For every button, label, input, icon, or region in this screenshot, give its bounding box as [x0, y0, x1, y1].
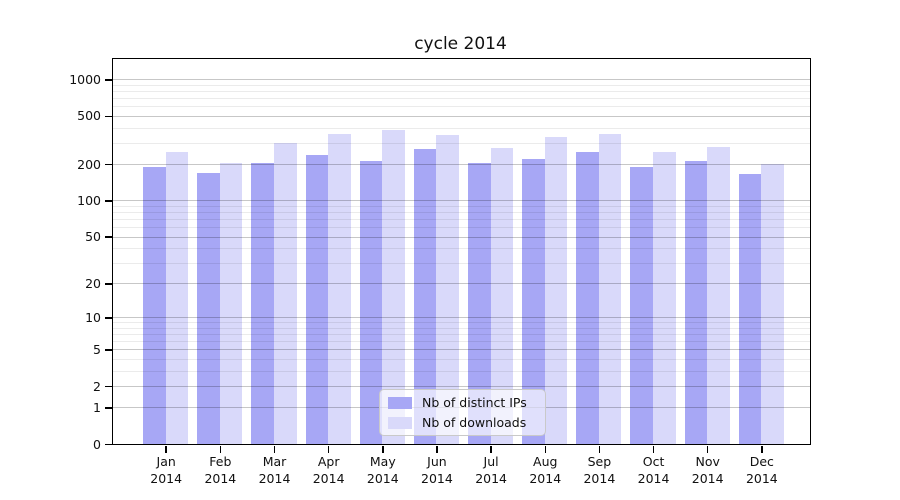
bar-distinct-ips: [684, 161, 708, 444]
x-tick-mark: [706, 446, 709, 453]
y-tick-label: 0: [93, 436, 101, 452]
y-tick-label: 100: [77, 192, 101, 208]
bar-downloads: [328, 134, 351, 444]
x-tick-label: Sep 2014: [583, 454, 616, 486]
y-tick-label: 1000: [69, 71, 101, 87]
bar-distinct-ips: [738, 173, 762, 444]
legend-label-distinct-ips: Nb of distinct IPs: [422, 395, 527, 410]
x-tick-mark: [219, 446, 222, 453]
y-tick-mark: [105, 115, 112, 118]
legend-item-downloads: Nb of downloads: [380, 415, 545, 430]
chart-title: cycle 2014: [414, 34, 507, 54]
bar-distinct-ips: [143, 166, 166, 444]
y-tick-mark: [105, 200, 112, 202]
y-tick-label: 50: [85, 229, 101, 244]
x-tick-mark: [490, 446, 492, 453]
x-tick-mark: [327, 446, 330, 453]
x-tick-label: Dec 2014: [745, 454, 778, 486]
legend-swatch-downloads-icon: [388, 416, 412, 429]
bar-distinct-ips: [305, 155, 329, 444]
x-tick-mark: [761, 446, 763, 453]
y-tick-mark: [105, 443, 112, 446]
bar-downloads: [653, 151, 676, 444]
y-tick-label: 5: [93, 341, 101, 357]
bar-distinct-ips: [468, 162, 491, 444]
legend-swatch-distinct-ips-icon: [388, 396, 412, 409]
y-tick-mark: [105, 317, 112, 319]
y-tick-label: 2: [93, 378, 101, 394]
legend-label-downloads: Nb of downloads: [422, 415, 527, 430]
x-tick-label: Apr 2014: [312, 454, 345, 486]
bar-downloads: [382, 130, 405, 444]
legend: Nb of distinct IPs Nb of downloads: [379, 389, 546, 436]
bar-distinct-ips: [197, 172, 220, 444]
y-tick-mark: [105, 385, 112, 388]
x-tick-label: Nov 2014: [691, 454, 724, 486]
bar-distinct-ips: [522, 158, 545, 444]
bar-distinct-ips: [251, 162, 274, 444]
x-tick-label: Oct 2014: [637, 454, 670, 486]
x-tick-mark: [598, 446, 601, 453]
y-tick-mark: [105, 236, 112, 238]
bar-downloads: [544, 137, 568, 444]
x-tick-label: Jan 2014: [150, 454, 183, 486]
x-tick-label: May 2014: [366, 454, 399, 486]
x-tick-mark: [382, 446, 384, 453]
y-tick-mark: [105, 163, 112, 166]
bar-downloads: [761, 163, 784, 444]
x-tick-label: Feb 2014: [204, 454, 237, 486]
bar-distinct-ips: [630, 166, 654, 444]
x-tick-label: Jul 2014: [475, 454, 507, 486]
plot-area: [112, 58, 811, 445]
y-tick-label: 1: [93, 399, 101, 415]
x-tick-mark: [165, 446, 167, 453]
x-tick-mark: [652, 446, 655, 453]
x-tick-mark: [273, 446, 276, 453]
bar-downloads: [598, 134, 622, 444]
bar-downloads: [436, 135, 460, 444]
bars-layer: [113, 59, 810, 444]
x-tick-mark: [544, 446, 546, 453]
x-tick-mark: [436, 446, 438, 453]
x-tick-label: Mar 2014: [258, 454, 291, 486]
y-tick-label: 10: [85, 309, 101, 325]
y-tick-mark: [105, 283, 112, 285]
x-tick-label: Aug 2014: [529, 454, 562, 486]
x-tick-label: Jun 2014: [421, 454, 453, 486]
bar-downloads: [490, 147, 514, 444]
y-tick-mark: [105, 349, 112, 351]
y-tick-label: 500: [77, 108, 101, 124]
y-tick-label: 20: [85, 275, 101, 291]
y-tick-mark: [105, 407, 112, 409]
bar-downloads: [165, 151, 189, 444]
bar-downloads: [707, 146, 730, 444]
bar-downloads: [219, 162, 243, 444]
bar-distinct-ips: [576, 152, 599, 444]
bar-distinct-ips: [359, 161, 383, 444]
bar-distinct-ips: [413, 148, 437, 444]
y-tick-mark: [105, 79, 112, 81]
legend-item-distinct-ips: Nb of distinct IPs: [380, 395, 545, 410]
bar-downloads: [274, 142, 297, 444]
y-tick-label: 200: [77, 156, 101, 172]
